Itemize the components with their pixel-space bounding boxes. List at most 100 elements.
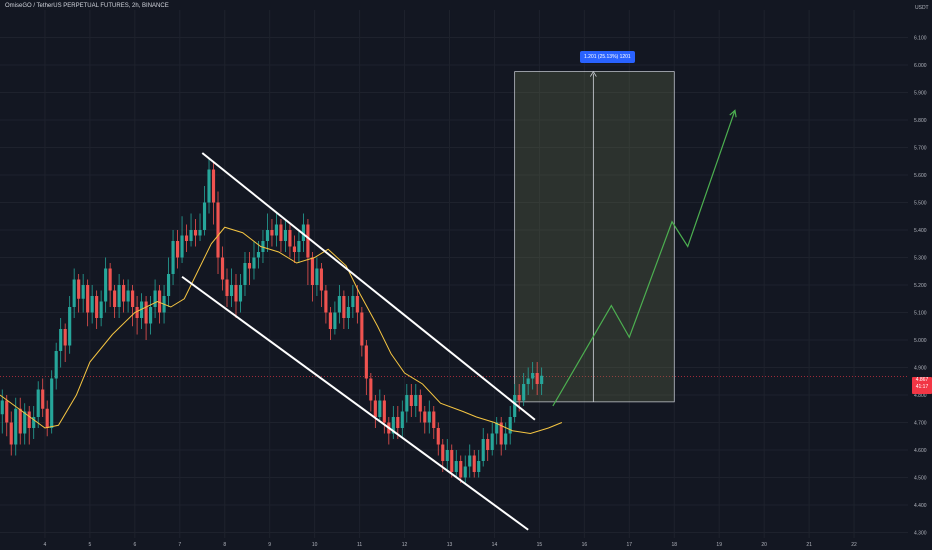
- projection-arrow-head: [729, 109, 737, 118]
- x-tick-label: 21: [806, 542, 812, 548]
- candle-body: [95, 296, 99, 318]
- candle-body: [504, 433, 508, 445]
- candle-body: [171, 241, 175, 274]
- candle-body: [279, 224, 283, 241]
- candle-body: [0, 400, 4, 415]
- candle-body: [32, 417, 36, 428]
- candle-body: [126, 290, 130, 302]
- candle-body: [14, 408, 18, 445]
- candle-body: [459, 461, 463, 478]
- candle-body: [207, 169, 211, 203]
- candle-body: [310, 257, 314, 285]
- y-tick-label: 5.300: [914, 256, 927, 262]
- candles-layer: [0, 158, 544, 483]
- candle-body: [198, 230, 202, 236]
- candle-body: [158, 290, 162, 313]
- current-price-tag: 4.867 41:17: [912, 377, 932, 394]
- moving-average-layer: [0, 226, 563, 435]
- candle-body: [360, 312, 364, 346]
- y-tick-label: 6.000: [914, 63, 927, 69]
- x-tick-label: 11: [357, 542, 362, 548]
- candle-body: [90, 296, 94, 313]
- candle-body: [113, 290, 117, 307]
- candle-body: [319, 268, 323, 291]
- candle-body: [18, 408, 22, 434]
- axis-layer: 6.100 6.000 5.900 5.800 5.700 5.600 5.500 5.400…: [44, 36, 927, 549]
- projection-layer: [552, 109, 737, 407]
- candle-body: [144, 301, 148, 324]
- candle-body: [369, 378, 373, 401]
- candle-body: [99, 301, 103, 318]
- candle-body: [68, 307, 72, 346]
- x-tick-label: 9: [268, 542, 271, 548]
- candle-body: [342, 296, 346, 318]
- candle-body: [5, 400, 9, 423]
- candle-body: [351, 296, 355, 307]
- candle-body: [454, 461, 458, 472]
- y-tick-label: 5.800: [914, 118, 927, 124]
- channel-layer: [181, 152, 536, 531]
- candle-body: [522, 384, 526, 401]
- candle-body: [180, 235, 184, 258]
- x-tick-label: 5: [89, 542, 92, 548]
- price-unit-label: USDT: [915, 5, 929, 11]
- y-tick-label: 4.300: [914, 531, 927, 537]
- x-tick-label: 10: [312, 542, 318, 548]
- candle-body: [247, 263, 252, 269]
- candle-body: [297, 241, 301, 252]
- x-tick-label: 6: [133, 542, 136, 548]
- y-tick-label: 5.400: [914, 228, 927, 234]
- candle-body: [265, 230, 270, 241]
- candle-body: [324, 290, 328, 313]
- candle-body: [23, 411, 27, 434]
- candle-body: [86, 285, 90, 313]
- candle-body: [153, 290, 157, 307]
- y-tick-label: 5.700: [914, 146, 927, 152]
- candle-body: [288, 230, 292, 247]
- candle-body: [409, 395, 413, 406]
- candle-body: [175, 241, 180, 258]
- candle-body: [166, 274, 171, 296]
- x-tick-label: 15: [537, 542, 543, 548]
- candle-body: [333, 312, 337, 329]
- y-tick-label: 5.000: [914, 338, 927, 344]
- candle-body: [427, 411, 431, 423]
- candle-body: [486, 439, 490, 450]
- candle-body: [346, 307, 350, 318]
- candle-body: [405, 395, 409, 412]
- candle-body: [193, 230, 198, 236]
- candle-body: [436, 428, 440, 445]
- candle-body: [364, 345, 368, 379]
- candle-body: [400, 411, 404, 428]
- candle-body: [77, 279, 81, 299]
- candle-body: [463, 466, 467, 478]
- y-tick-label: 5.100: [914, 311, 927, 317]
- x-tick-label: 17: [627, 542, 633, 548]
- candle-body: [122, 285, 126, 302]
- candle-body: [149, 307, 153, 324]
- candle-body: [50, 378, 54, 428]
- candle-body: [490, 433, 494, 450]
- moving-average-line: [0, 226, 563, 435]
- target-zone-layer: [514, 70, 675, 403]
- bar-countdown: 41:17: [915, 384, 929, 390]
- candle-body: [481, 439, 485, 461]
- measure-label: 1.201 (25.13%) 1201: [580, 51, 635, 63]
- candle-body: [540, 375, 544, 384]
- candle-body: [418, 395, 422, 412]
- x-tick-label: 20: [761, 542, 767, 548]
- y-tick-label: 4.800: [914, 393, 927, 399]
- candle-body: [216, 202, 220, 258]
- candle-body: [234, 285, 238, 302]
- candle-body: [211, 169, 216, 203]
- current-price-value: 4.867: [915, 377, 929, 383]
- candle-body: [535, 373, 539, 384]
- candle-body: [225, 279, 229, 296]
- candle-body: [301, 224, 305, 241]
- candle-body: [477, 461, 481, 472]
- candle-body: [189, 230, 193, 241]
- candle-body: [135, 307, 139, 318]
- candle-body: [270, 230, 274, 236]
- candle-body: [45, 408, 49, 428]
